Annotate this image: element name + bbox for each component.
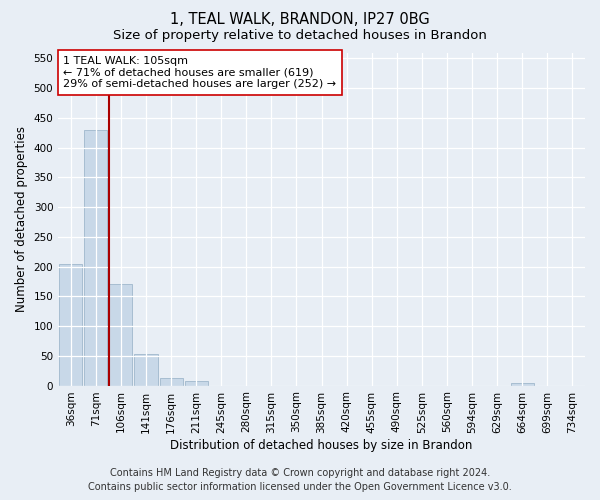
Bar: [511, 382, 534, 386]
Bar: [84, 130, 107, 386]
Y-axis label: Number of detached properties: Number of detached properties: [15, 126, 28, 312]
Bar: [134, 354, 158, 386]
Text: Contains HM Land Registry data © Crown copyright and database right 2024.
Contai: Contains HM Land Registry data © Crown c…: [88, 468, 512, 492]
Text: 1, TEAL WALK, BRANDON, IP27 0BG: 1, TEAL WALK, BRANDON, IP27 0BG: [170, 12, 430, 28]
Text: 1 TEAL WALK: 105sqm
← 71% of detached houses are smaller (619)
29% of semi-detac: 1 TEAL WALK: 105sqm ← 71% of detached ho…: [64, 56, 337, 89]
Bar: [109, 284, 133, 386]
Bar: [160, 378, 182, 386]
Bar: [185, 381, 208, 386]
X-axis label: Distribution of detached houses by size in Brandon: Distribution of detached houses by size …: [170, 440, 473, 452]
Bar: [59, 264, 82, 386]
Text: Size of property relative to detached houses in Brandon: Size of property relative to detached ho…: [113, 29, 487, 42]
